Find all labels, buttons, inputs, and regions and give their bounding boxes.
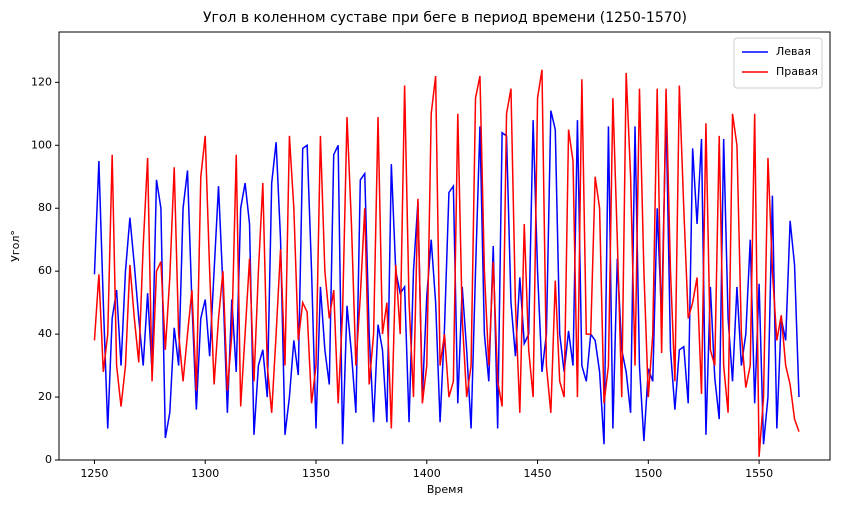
legend-label: Левая	[776, 45, 811, 58]
y-tick-label: 80	[38, 201, 52, 214]
y-tick-label: 100	[31, 138, 52, 151]
x-axis-label: Время	[427, 483, 463, 496]
legend-box	[733, 37, 823, 89]
x-tick-label: 1300	[191, 467, 219, 480]
x-tick-label: 1550	[745, 467, 773, 480]
y-tick-label: 20	[38, 390, 52, 403]
x-tick-label: 1400	[413, 467, 441, 480]
line-series	[93, 69, 800, 457]
plot-frame	[58, 31, 831, 461]
x-tick-label: 1450	[524, 467, 552, 480]
x-tick-label: 1250	[80, 467, 108, 480]
y-tick-label: 0	[45, 453, 52, 466]
chart-title: Угол в коленном суставе при беге в перио…	[203, 10, 687, 26]
y-axis-label: Угол°	[9, 230, 22, 262]
y-tick-label: 120	[31, 75, 52, 88]
x-tick-label: 1500	[634, 467, 662, 480]
x-tick-label: 1350	[302, 467, 330, 480]
legend-label: Правая	[776, 65, 818, 78]
y-tick-label: 40	[38, 327, 52, 340]
y-tick-label: 60	[38, 264, 52, 277]
